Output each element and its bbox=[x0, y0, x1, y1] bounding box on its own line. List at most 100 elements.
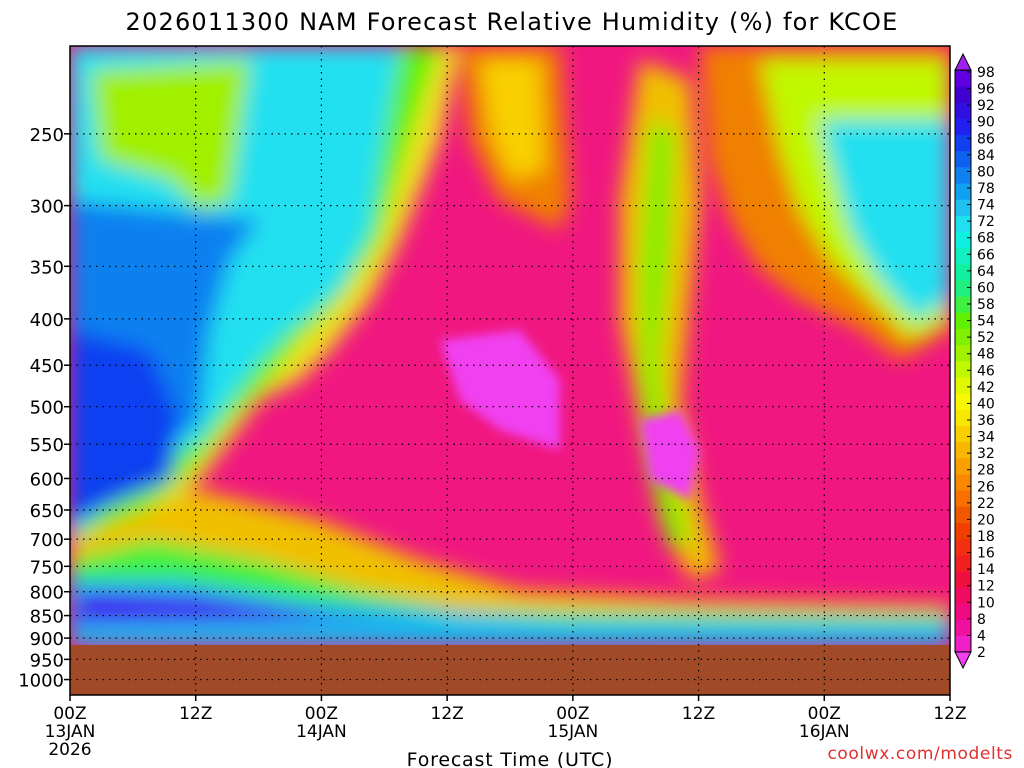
colorbar-tick-label: 48 bbox=[977, 347, 995, 363]
colorbar-tick-label: 90 bbox=[977, 115, 995, 131]
y-tick-label: 500 bbox=[30, 398, 64, 419]
colorbar-swatch bbox=[955, 441, 971, 459]
colorbar-tick-label: 28 bbox=[977, 463, 995, 479]
x-tick-label: 12Z bbox=[682, 704, 715, 724]
colorbar-tick-label: 58 bbox=[977, 297, 995, 313]
colorbar-tick-label: 10 bbox=[977, 595, 995, 611]
colorbar-swatch bbox=[955, 635, 971, 653]
x-tick-sublabel: 14JAN bbox=[296, 722, 347, 742]
colorbar-swatch bbox=[955, 409, 971, 426]
colorbar-swatch bbox=[955, 393, 971, 410]
colorbar-swatch bbox=[955, 86, 971, 103]
y-tick-label: 250 bbox=[30, 125, 64, 146]
colorbar-bottom-arrow bbox=[954, 651, 972, 670]
colorbar-tick-label: 86 bbox=[977, 131, 995, 147]
colorbar-swatch bbox=[955, 118, 971, 136]
x-tick-label: 00Z bbox=[808, 704, 841, 724]
credit-text: coolwx.com/modelts bbox=[827, 744, 1013, 764]
colorbar-top-arrow bbox=[954, 52, 972, 71]
y-tick-label: 650 bbox=[30, 501, 64, 522]
colorbar-swatch bbox=[955, 70, 971, 87]
colorbar-tick-label: 60 bbox=[977, 280, 995, 296]
colorbar-swatch bbox=[955, 231, 971, 249]
colorbar-tick-label: 36 bbox=[977, 413, 995, 429]
colorbar-tick-label: 78 bbox=[977, 181, 995, 197]
colorbar-tick-label: 52 bbox=[977, 330, 995, 346]
y-tick-label: 900 bbox=[30, 629, 64, 650]
colorbar-swatch bbox=[955, 296, 971, 313]
colorbar-swatch bbox=[955, 167, 971, 184]
y-tick-label: 300 bbox=[30, 197, 64, 218]
y-tick-label: 700 bbox=[30, 530, 64, 551]
colorbar-swatch bbox=[955, 522, 971, 540]
y-tick-label: 950 bbox=[30, 650, 64, 671]
colorbar-tick-label: 64 bbox=[977, 264, 995, 280]
colorbar-tick-label: 68 bbox=[977, 231, 995, 247]
y-tick-label: 350 bbox=[30, 257, 64, 278]
colorbar-tick-label: 4 bbox=[977, 628, 986, 644]
x-tick-label: 00Z bbox=[556, 704, 589, 724]
plot-area bbox=[70, 46, 950, 695]
colorbar-tick-label: 20 bbox=[977, 512, 995, 528]
x-tick-sublabel: 13JAN bbox=[45, 722, 96, 742]
ground-fill bbox=[70, 645, 950, 695]
colorbar-frame bbox=[954, 69, 972, 653]
colorbar-swatch bbox=[955, 215, 971, 233]
colorbar-tick-label: 14 bbox=[977, 562, 995, 578]
colorbar-swatch bbox=[955, 344, 971, 362]
colorbar-tick-label: 12 bbox=[977, 579, 995, 595]
y-tick-label: 850 bbox=[30, 607, 64, 628]
colorbar-tick-label: 74 bbox=[977, 198, 995, 214]
colorbar-swatch bbox=[955, 361, 971, 378]
colorbar-tick-label: 8 bbox=[977, 612, 986, 628]
colorbar-swatch bbox=[955, 328, 971, 346]
colorbar-tick-label: 72 bbox=[977, 214, 995, 230]
colorbar-swatch bbox=[955, 506, 971, 523]
colorbar-swatch bbox=[955, 571, 971, 588]
colorbar-swatch bbox=[955, 102, 971, 119]
colorbar-swatch bbox=[955, 150, 971, 168]
colorbar-swatch bbox=[955, 247, 971, 265]
colorbar: 9896929086848078747268666460585452484642… bbox=[954, 52, 995, 670]
chart-title: 2026011300 NAM Forecast Relative Humidit… bbox=[126, 8, 899, 36]
plot-frame bbox=[69, 45, 951, 696]
colorbar-tick-label: 98 bbox=[977, 65, 995, 81]
x-tick-label: 12Z bbox=[431, 704, 464, 724]
colorbar-tick-label: 46 bbox=[977, 363, 995, 379]
colorbar-swatch bbox=[955, 377, 971, 394]
colorbar-tick-label: 80 bbox=[977, 164, 995, 180]
y-tick-label: 400 bbox=[30, 310, 64, 331]
colorbar-tick-label: 84 bbox=[977, 148, 995, 164]
colorbar-tick-label: 34 bbox=[977, 430, 995, 446]
colorbar-tick-label: 66 bbox=[977, 247, 995, 263]
y-tick-label: 550 bbox=[30, 435, 64, 456]
grid bbox=[70, 46, 950, 695]
colorbar-swatch bbox=[955, 619, 971, 636]
colorbar-swatch bbox=[955, 280, 971, 297]
colorbar-swatch bbox=[955, 603, 971, 620]
y-tick-label: 600 bbox=[30, 469, 64, 490]
x-tick-label: 12Z bbox=[179, 704, 212, 724]
colorbar-swatch bbox=[955, 183, 971, 200]
x-tick-sublabel: 15JAN bbox=[548, 722, 599, 742]
humidity-field bbox=[70, 46, 950, 645]
y-tick-label: 1000 bbox=[18, 671, 64, 692]
x-tick-label: 00Z bbox=[53, 704, 86, 724]
humidity-dry-core bbox=[440, 330, 700, 500]
colorbar-swatch bbox=[955, 134, 971, 152]
colorbar-tick-label: 2 bbox=[977, 645, 986, 661]
x-tick-label: 00Z bbox=[305, 704, 338, 724]
colorbar-tick-label: 32 bbox=[977, 446, 995, 462]
colorbar-tick-label: 54 bbox=[977, 314, 995, 330]
colorbar-tick-label: 18 bbox=[977, 529, 995, 545]
y-tick-label: 450 bbox=[30, 356, 64, 377]
colorbar-tick-label: 42 bbox=[977, 380, 995, 396]
x-tick-sublabel: 16JAN bbox=[799, 722, 850, 742]
colorbar-tick-label: 16 bbox=[977, 546, 995, 562]
colorbar-swatch bbox=[955, 264, 971, 281]
colorbar-swatch bbox=[955, 199, 971, 216]
colorbar-tick-label: 96 bbox=[977, 82, 995, 98]
colorbar-swatch bbox=[955, 490, 971, 507]
